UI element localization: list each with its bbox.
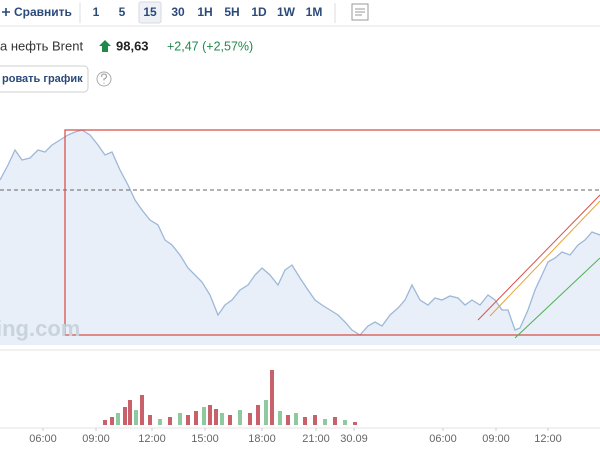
interval-label: 1D <box>251 5 267 19</box>
volume-bar <box>168 417 172 425</box>
interval-button[interactable]: 5H <box>224 5 239 19</box>
volume-bar <box>123 407 127 425</box>
volume-bar <box>270 370 274 425</box>
interval-label: 1H <box>197 5 212 19</box>
x-tick-label: 12:00 <box>138 433 166 445</box>
icon-lines <box>355 8 365 16</box>
highlight-box <box>64 129 600 336</box>
volume-bar <box>148 415 152 425</box>
volume-bar <box>294 413 298 425</box>
volume-bar <box>286 415 290 425</box>
trend-line <box>514 257 600 339</box>
volume-bar <box>343 420 347 425</box>
button-label: ровать график <box>2 73 83 85</box>
chart-button[interactable]: ровать график <box>0 65 89 93</box>
selected-bg <box>138 1 162 24</box>
volume-bar <box>228 415 232 425</box>
price: 98,63 <box>116 38 149 53</box>
trend-line <box>489 200 600 317</box>
x-tick-label: 06:00 <box>29 433 57 445</box>
volume-bar <box>140 395 144 425</box>
volume-bar <box>303 417 307 425</box>
x-tick-label: 06:00 <box>429 433 457 445</box>
volume-bar <box>110 417 114 425</box>
x-tick-label: 09:00 <box>482 433 510 445</box>
interval-button[interactable]: 1H <box>197 5 212 19</box>
x-tick-label: 15:00 <box>191 433 219 445</box>
price-area <box>0 130 600 345</box>
volume-bar <box>116 413 120 425</box>
volume-bar <box>178 413 182 425</box>
volume-bar <box>186 415 190 425</box>
volume-bar <box>194 411 198 425</box>
price-line <box>0 129 600 336</box>
instrument-name: а нефть Brent <box>0 38 83 53</box>
up-arrow <box>99 40 111 52</box>
interval-button[interactable]: 1D <box>251 5 267 19</box>
interval-button[interactable]: 5 <box>119 5 126 19</box>
volume-bar <box>134 410 138 425</box>
x-tick-label: 30.09 <box>340 433 368 445</box>
x-tick-label: 09:00 <box>82 433 110 445</box>
interval-button[interactable]: 1 <box>93 5 100 19</box>
button-frame <box>0 65 89 93</box>
interval-label: 5 <box>119 5 126 19</box>
volume-bar <box>278 411 282 425</box>
volume-bar <box>128 400 132 425</box>
chart-type-button[interactable] <box>351 3 369 21</box>
volume-bar <box>202 407 206 425</box>
interval-button[interactable]: 1W <box>277 5 296 19</box>
interval-label: 1 <box>93 5 100 19</box>
info-circle <box>96 71 112 87</box>
x-tick-label: 12:00 <box>534 433 562 445</box>
plot <box>0 129 600 425</box>
interval-button[interactable]: 30 <box>171 5 185 19</box>
interval-label: 15 <box>143 5 157 19</box>
volume-bar <box>313 415 317 425</box>
trend-line <box>477 194 600 321</box>
price-change: +2,47 (+2,57%) <box>167 39 253 53</box>
x-tick-label: 18:00 <box>248 433 276 445</box>
volume-bar <box>103 420 107 425</box>
volume-bar <box>264 400 268 425</box>
volume-bar <box>256 405 260 425</box>
volume-bar <box>220 413 224 425</box>
volume-bar <box>353 422 357 425</box>
x-tick-label: 21:00 <box>302 433 330 445</box>
watermark: ing.com <box>0 316 80 341</box>
interval-label: 5H <box>224 5 239 19</box>
interval-label: 1M <box>306 5 323 19</box>
plus-icon <box>2 8 10 16</box>
interval-label: 1W <box>277 5 296 19</box>
interval-button[interactable]: 1M <box>306 5 323 19</box>
volume-bar <box>214 409 218 425</box>
interval-button[interactable]: 15 <box>138 1 162 24</box>
info-icon[interactable] <box>96 71 112 87</box>
interval-label: 30 <box>171 5 185 19</box>
compare-button[interactable]: Сравнить <box>2 5 72 19</box>
volume-bar <box>323 419 327 425</box>
compare-label: Сравнить <box>14 5 72 19</box>
volume-bar <box>208 405 212 425</box>
volume-bar <box>248 413 252 425</box>
info-glyph <box>100 73 108 84</box>
volume-bar <box>158 419 162 425</box>
volume-bar <box>238 410 242 425</box>
volume-bar <box>333 417 337 425</box>
